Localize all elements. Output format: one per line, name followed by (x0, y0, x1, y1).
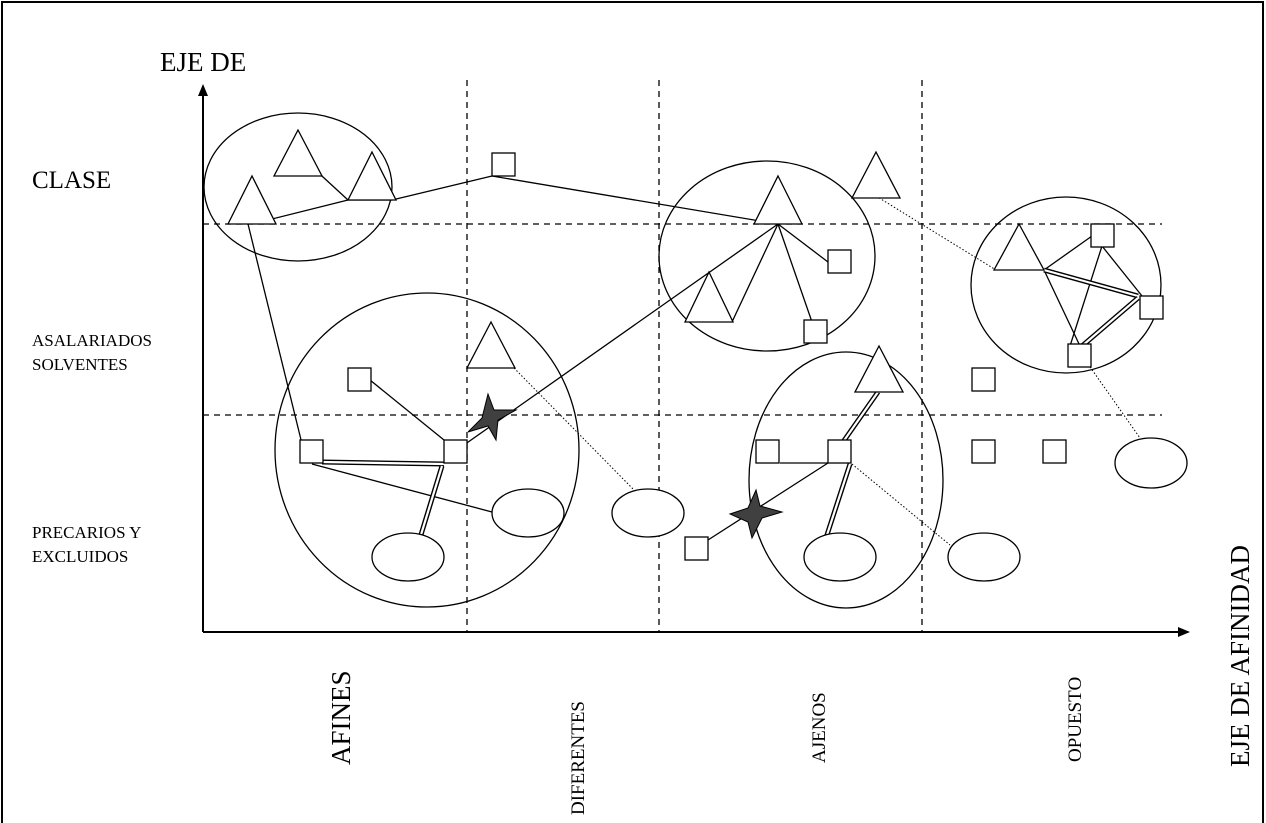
link (1043, 235, 1093, 271)
square-node (299, 439, 324, 464)
square-node (827, 249, 852, 274)
double-link (1043, 267, 1139, 299)
group-afines-clase (203, 112, 393, 262)
row-label-precarios-2: EXCLUIDOS (32, 547, 128, 566)
link (1043, 269, 1081, 347)
link (777, 223, 813, 323)
row-label-asalariados-1: ASALARIADOS (32, 331, 152, 350)
squares (299, 152, 1164, 561)
link (707, 462, 829, 541)
double-link (1080, 296, 1140, 348)
triangles (226, 128, 1046, 393)
square-node (971, 439, 996, 464)
square-node (684, 536, 709, 561)
y-axis-title: EJE DE (160, 47, 246, 77)
ellipse-node (491, 488, 565, 538)
column-label-afines: AFINES (326, 670, 356, 765)
triangle-node (346, 150, 398, 201)
square-node (827, 439, 852, 464)
stars (467, 392, 784, 540)
double-link (321, 459, 445, 467)
column-label-diferentes: DIFERENTES (568, 701, 589, 815)
double-links (321, 267, 1140, 539)
link (311, 463, 493, 513)
row-label-clase: CLASE (32, 167, 111, 194)
ellipse-node (1114, 437, 1188, 489)
group-opuesto-clase (970, 196, 1162, 374)
column-label-ajenos: AJENOS (809, 692, 830, 763)
square-node (803, 319, 828, 344)
axis-labels: EJE DE CLASE ASALARIADOS SOLVENTES PRECA… (32, 47, 1255, 815)
link (851, 463, 951, 546)
square-node (443, 439, 468, 464)
star-node (728, 488, 784, 540)
square-node (1067, 343, 1092, 368)
link (875, 195, 997, 271)
link (731, 223, 779, 323)
triangle-node (853, 344, 905, 393)
row-label-asalariados-2: SOLVENTES (32, 355, 128, 374)
group-ajenos-clase (658, 160, 876, 352)
square-node (971, 367, 996, 392)
ellipse-node (803, 532, 877, 582)
group-afines-lower (274, 292, 580, 608)
ellipse-node (371, 532, 445, 582)
column-label-opuesto: OPUESTO (1065, 677, 1086, 762)
double-link (823, 463, 853, 539)
link (513, 367, 635, 491)
group-ellipses (203, 112, 1162, 609)
x-axis-title: EJE DE AFINIDAD (1225, 545, 1255, 767)
square-node (1042, 439, 1067, 464)
ellipse-node (947, 532, 1021, 582)
group-ajenos-lower (748, 351, 944, 609)
ellipse-nodes (371, 437, 1188, 582)
link (1087, 363, 1141, 439)
triangle-node (683, 270, 735, 323)
link (777, 223, 829, 263)
solid-links (247, 153, 1143, 541)
square-node (347, 367, 372, 392)
ellipse-node (611, 488, 685, 538)
grid-lines (203, 80, 1162, 632)
square-node (755, 439, 780, 464)
link (391, 175, 493, 201)
triangle-node (465, 320, 517, 369)
star-node (467, 392, 518, 442)
square-node (491, 152, 516, 177)
triangle-node (752, 174, 804, 225)
square-node (1090, 223, 1115, 248)
row-label-precarios-1: PRECARIOS Y (32, 523, 141, 542)
triangle-node (850, 150, 902, 199)
triangle-node (992, 222, 1046, 271)
square-node (1139, 295, 1164, 320)
link (369, 379, 445, 441)
link (491, 175, 779, 225)
triangle-node (272, 128, 324, 177)
link (247, 223, 305, 453)
link (1069, 245, 1103, 347)
dotted-links (513, 195, 1141, 546)
link (1101, 245, 1143, 297)
triangle-node (226, 174, 278, 225)
double-link (417, 465, 445, 539)
